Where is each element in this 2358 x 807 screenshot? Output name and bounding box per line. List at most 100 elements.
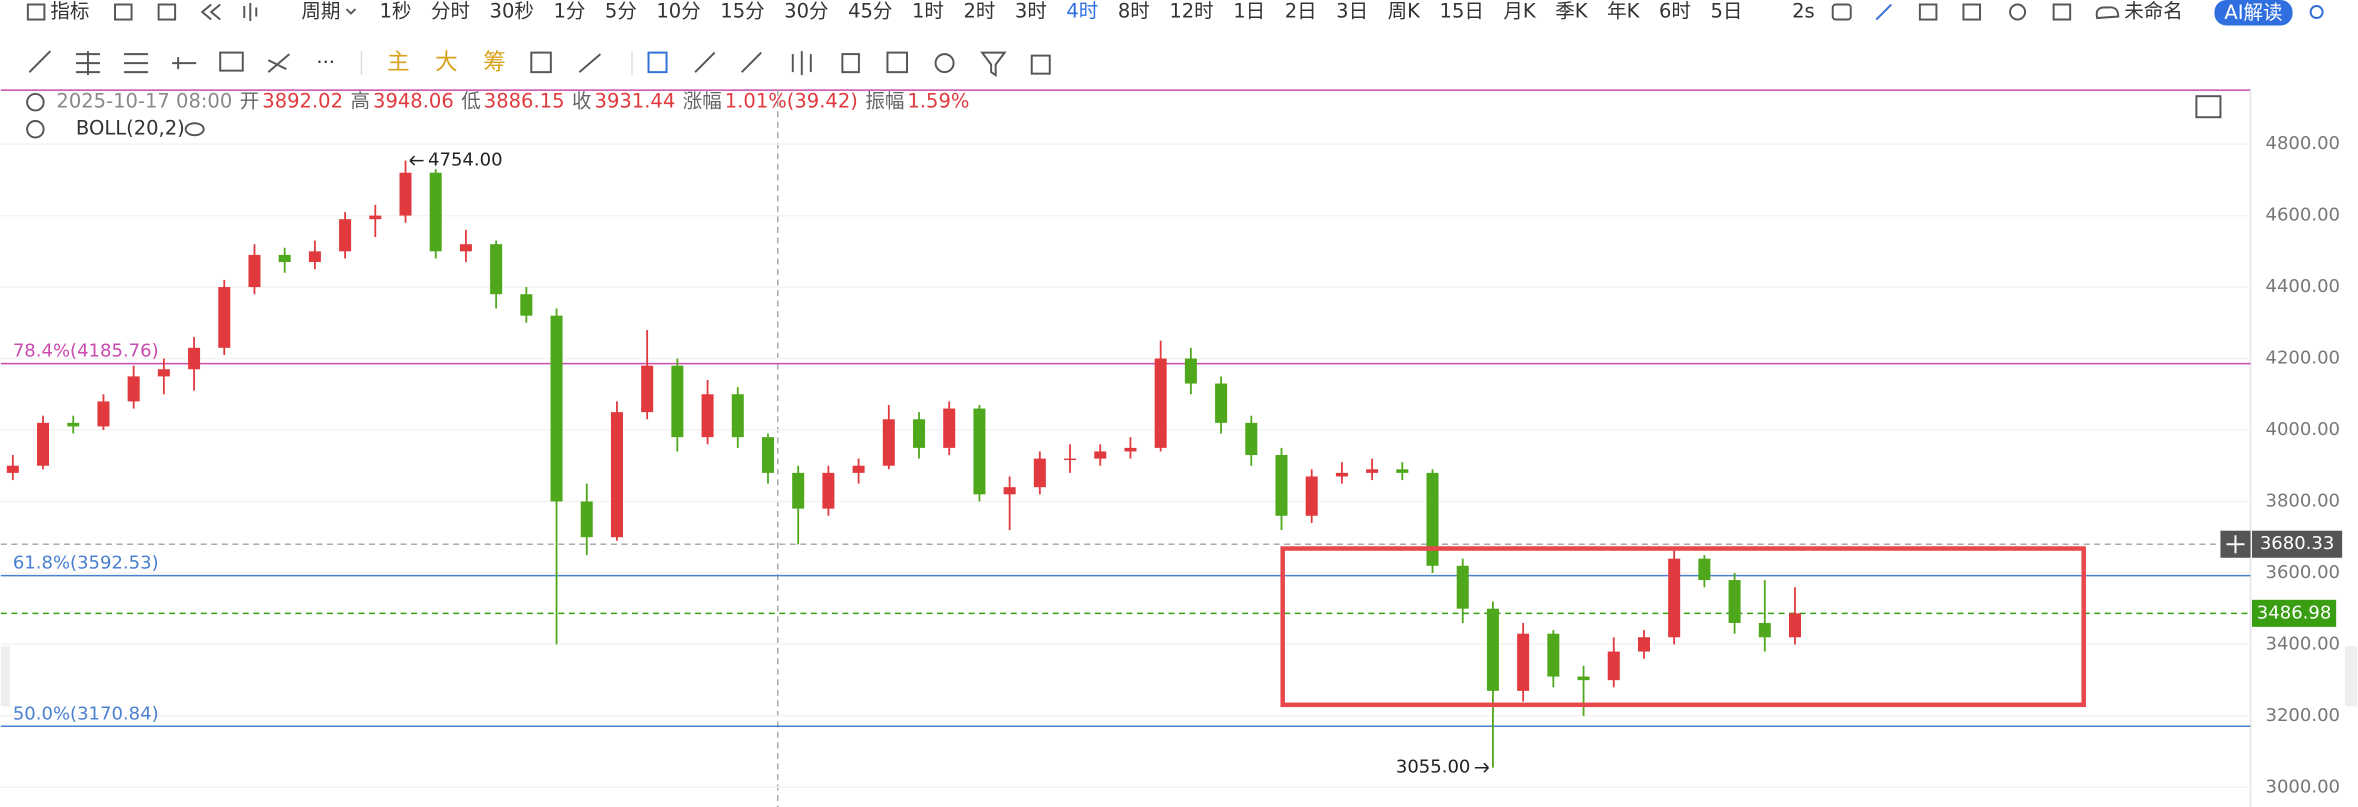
indicator-button[interactable]: 指标 [50, 0, 89, 23]
refresh-interval[interactable]: 2s [1792, 0, 1815, 23]
period-option[interactable]: 分时 [431, 0, 470, 23]
period-option[interactable]: 3时 [1015, 0, 1047, 23]
period-option[interactable]: 3日 [1336, 0, 1368, 23]
line-tool[interactable] [28, 50, 52, 73]
candle-body [520, 294, 533, 316]
period-option[interactable]: 月K [1503, 0, 1537, 23]
candle-body [399, 172, 412, 216]
candle-body [97, 401, 110, 427]
period-option[interactable]: 2时 [963, 0, 995, 23]
candle-body [1788, 613, 1802, 638]
period-option[interactable]: 5分 [605, 0, 637, 23]
period-option[interactable]: 8时 [1118, 0, 1150, 23]
period-option[interactable]: 10分 [656, 0, 700, 23]
candle-body [550, 315, 563, 502]
tool-icon[interactable] [694, 51, 716, 73]
candle-body [1305, 476, 1318, 516]
candle-body [882, 419, 895, 466]
tool-button[interactable]: 大 [435, 50, 458, 76]
period-option[interactable]: 45分 [848, 0, 892, 23]
expand-icon[interactable] [2195, 95, 2222, 119]
period-option[interactable]: 2日 [1285, 0, 1317, 23]
y-tick-label: 4600.00 [2266, 205, 2341, 226]
tool-icon[interactable] [886, 51, 908, 74]
period-option[interactable]: 周K [1388, 0, 1422, 23]
y-tick-label: 4800.00 [2266, 133, 2341, 154]
period-option[interactable]: 1日 [1233, 0, 1265, 23]
visibility-icon[interactable] [184, 122, 205, 137]
indicator-label[interactable]: BOLL(20,2) [76, 117, 185, 140]
dropdown-arrow [345, 8, 357, 15]
candle-body [1366, 469, 1379, 473]
tool-icon[interactable] [578, 53, 602, 73]
period-option[interactable]: 年K [1607, 0, 1641, 23]
candle-body [1607, 651, 1620, 681]
parallel-tool[interactable] [75, 51, 100, 76]
y-tick-label: 4200.00 [2266, 348, 2341, 369]
right-handle[interactable] [2345, 646, 2358, 707]
candle-body [157, 369, 170, 377]
tool-icon[interactable] [934, 53, 955, 74]
candle-body [671, 365, 684, 438]
period-option[interactable]: 1秒 [380, 0, 412, 23]
layout-icon[interactable] [157, 3, 177, 21]
indicator-icon[interactable] [26, 3, 46, 21]
tool-icon[interactable] [647, 51, 668, 74]
period-option[interactable]: 5日 [1710, 0, 1742, 23]
replay-icon[interactable] [200, 3, 221, 21]
candle-body [580, 501, 593, 538]
candle-body [731, 394, 744, 438]
tool-icon[interactable] [841, 53, 860, 74]
calendar-icon[interactable] [114, 3, 133, 21]
fullscreen-icon[interactable] [2052, 3, 2072, 21]
left-handle[interactable] [0, 646, 10, 707]
tool-icon[interactable] [530, 51, 552, 74]
candle-body [1245, 422, 1258, 456]
field-value: 3892.02 [262, 90, 343, 113]
period-option[interactable]: 15日 [1440, 0, 1484, 23]
chart-type-icon[interactable] [243, 3, 258, 22]
fib-tool[interactable] [267, 53, 290, 73]
collapse-icon[interactable] [26, 92, 45, 112]
cloud-icon[interactable] [2095, 6, 2120, 20]
period-option[interactable]: 1时 [912, 0, 944, 23]
fib-label: 61.8%(3592.53) [13, 553, 159, 574]
candle-body [1215, 383, 1228, 423]
hline-tool[interactable] [172, 57, 197, 70]
settings-icon[interactable] [2009, 3, 2027, 21]
period-option[interactable]: 12时 [1169, 0, 1213, 23]
candle-body [1275, 455, 1288, 516]
tool-icons [530, 51, 1051, 77]
y-tick-label: 3600.00 [2266, 562, 2341, 583]
ai-button[interactable]: AI解读 [2224, 1, 2282, 24]
y-tick-label: 3000.00 [2266, 776, 2341, 797]
period-button[interactable]: 周期 [301, 0, 340, 23]
period-option[interactable]: 1分 [553, 0, 585, 23]
channel-tool[interactable] [124, 53, 149, 74]
window-icon[interactable] [1918, 3, 1938, 21]
tool-button[interactable]: 筹 [483, 50, 506, 76]
collapse-icon[interactable] [26, 119, 45, 139]
filter-icon[interactable] [980, 51, 1007, 77]
period-option[interactable]: 6时 [1659, 0, 1691, 23]
tool-button[interactable]: 主 [387, 50, 410, 76]
period-option[interactable]: 30秒 [490, 0, 534, 23]
layout-name[interactable]: 未命名 [2124, 0, 2183, 23]
candle-body [1003, 487, 1016, 495]
candle-body [1517, 633, 1530, 691]
ai-button-bg[interactable] [2214, 0, 2293, 26]
period-option[interactable]: 季K [1555, 0, 1589, 23]
period-option[interactable]: 4时 [1066, 0, 1098, 23]
camera-icon[interactable] [1831, 3, 1852, 21]
delete-icon[interactable] [1030, 54, 1051, 75]
plot: 3000.00 3200.00 3400.00 3600.00 3800.00 4000.… [0, 133, 2343, 797]
draw-icon[interactable] [1875, 3, 1893, 21]
template-icon[interactable] [1962, 3, 1981, 21]
more-tools[interactable]: ··· [316, 51, 335, 74]
tool-icon[interactable] [791, 51, 812, 76]
period-option[interactable]: 15分 [720, 0, 764, 23]
rect-tool[interactable] [219, 51, 244, 72]
period-option[interactable]: 30分 [784, 0, 828, 23]
share-icon[interactable] [2309, 5, 2324, 20]
tool-icon[interactable] [740, 51, 762, 73]
